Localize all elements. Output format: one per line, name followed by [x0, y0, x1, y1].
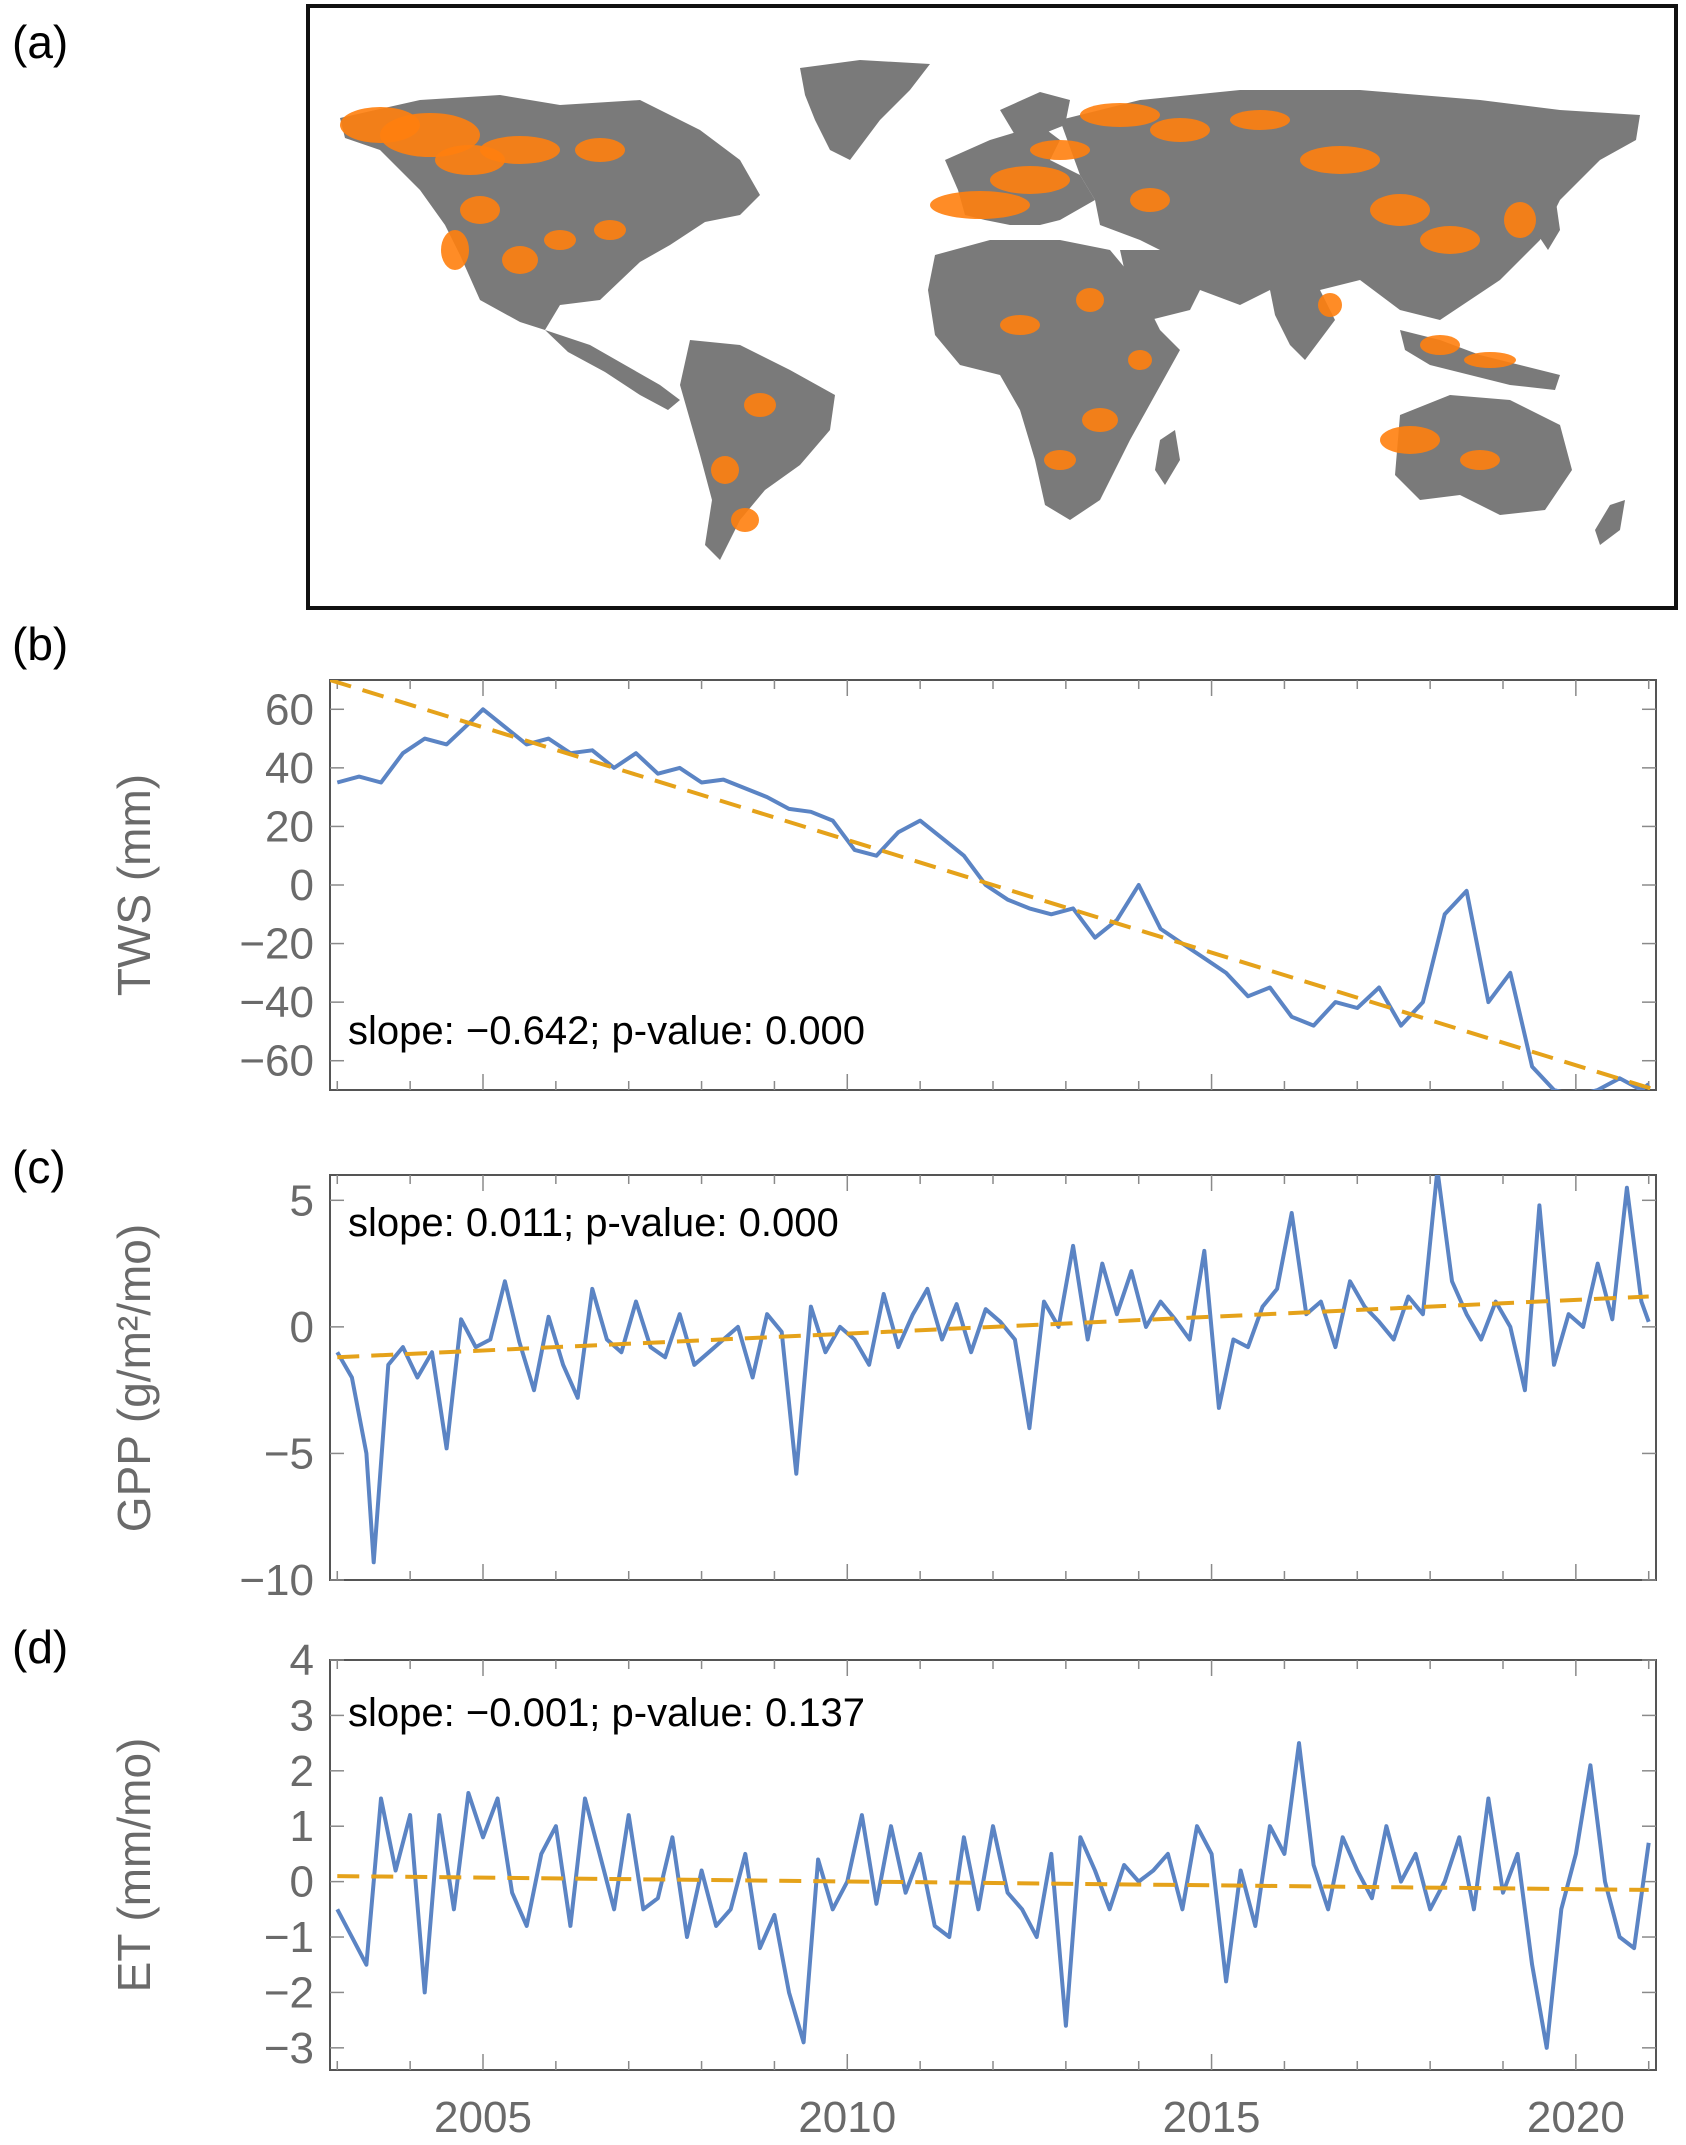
panel-c-plot: −10 −5 0 5 [239, 1175, 1656, 1605]
panel-c-ytick-label: −10 [239, 1556, 314, 1605]
panel-d-ylabel: ET (mm/mo) [108, 1738, 160, 1993]
highlight-region [744, 393, 776, 417]
panel-b-ylabel: TWS (mm) [108, 774, 160, 996]
panel-d-ytick-label: −2 [264, 1968, 314, 2017]
land-south-america [680, 340, 835, 570]
panel-c-series-line [335, 1175, 1651, 1565]
panel-d-ytick-label: 3 [290, 1691, 314, 1740]
panel-d-xtick-label: 2020 [1527, 2093, 1625, 2142]
panel-d-series-line [335, 1741, 1651, 2050]
land-madagascar [1155, 430, 1180, 485]
panel-b-ytick-label: 40 [265, 744, 314, 793]
panel-d-ytick-label: −3 [264, 2024, 314, 2073]
panel-d-plot: −3 −2 −1 0 1 2 3 4 2005 2010 2015 2020 [264, 1636, 1656, 2142]
highlight-region [594, 220, 626, 240]
panel-d-ytick-label: 0 [290, 1858, 314, 1907]
highlight-region [575, 138, 625, 162]
panel-d-ytick-label: 4 [290, 1636, 314, 1685]
highlight-region [990, 166, 1070, 194]
panel-label-c: (c) [12, 1141, 66, 1193]
highlight-region [1130, 188, 1170, 212]
panel-b-annotation: slope: −0.642; p-value: 0.000 [348, 1009, 865, 1053]
land-central-america [545, 330, 680, 410]
panel-d-xtick-label: 2010 [798, 2093, 896, 2142]
highlight-region [1030, 140, 1090, 160]
panel-c-ytick-label: 5 [290, 1176, 314, 1225]
highlight-region [1044, 450, 1076, 470]
highlight-region [731, 508, 759, 532]
land-africa [928, 240, 1180, 520]
highlight-region [1000, 315, 1040, 335]
panel-d-trend-line [337, 1874, 1649, 1892]
highlight-region [1300, 146, 1380, 174]
highlight-region [711, 456, 739, 484]
world-map [306, 4, 1678, 610]
highlight-region [1150, 118, 1210, 142]
highlight-region [1128, 350, 1152, 370]
highlight-region [380, 113, 480, 157]
panel-c-ytick-label: 0 [290, 1303, 314, 1352]
panel-c-trend-line [337, 1294, 1649, 1360]
highlight-region [480, 136, 560, 164]
panel-c-annotation: slope: 0.011; p-value: 0.000 [348, 1201, 839, 1245]
highlight-region [1230, 110, 1290, 130]
highlight-region [460, 196, 500, 224]
highlight-region [1380, 426, 1440, 454]
panel-b-ytick-label: 60 [265, 685, 314, 734]
highlight-region [441, 230, 469, 270]
panel-b-ytick-label: −40 [239, 978, 314, 1027]
panel-b-plot: −60 −40 −20 0 20 40 60 [239, 680, 1656, 1090]
highlight-region [1082, 408, 1118, 432]
panel-d-ytick-label: 2 [290, 1747, 314, 1796]
highlight-region [1464, 352, 1516, 368]
highlight-region [1076, 288, 1104, 312]
land-new-zealand [1595, 500, 1625, 545]
panel-b-trend-line [330, 680, 1656, 1090]
highlight-region [1460, 450, 1500, 470]
panel-b-ytick-label: −20 [239, 920, 314, 969]
panel-d-xtick-label: 2015 [1163, 2093, 1261, 2142]
panel-label-d: (d) [12, 1621, 68, 1673]
panel-c-ylabel: GPP (g/m²/mo) [108, 1224, 160, 1532]
panel-d-ytick-label: −1 [264, 1913, 314, 1962]
panel-b-ytick-label: 20 [265, 802, 314, 851]
highlight-region [1420, 335, 1460, 355]
panel-d-xtick-label: 2005 [434, 2093, 532, 2142]
land-scandinavia [1000, 92, 1070, 135]
panel-d-annotation: slope: −0.001; p-value: 0.137 [348, 1691, 865, 1735]
highlight-region [1080, 103, 1160, 127]
panel-label-b: (b) [12, 618, 68, 670]
panel-d-ytick-label: 1 [290, 1802, 314, 1851]
panel-b-series-line [336, 707, 1650, 1090]
highlight-regions [340, 103, 1536, 532]
land-asia [1060, 90, 1640, 320]
panel-b-ytick-label: 0 [290, 861, 314, 910]
highlight-region [1370, 194, 1430, 226]
highlight-region [544, 230, 576, 250]
panel-label-a: (a) [12, 16, 68, 68]
highlight-region [1504, 202, 1536, 238]
highlight-region [1318, 293, 1342, 317]
highlight-region [1420, 226, 1480, 254]
highlight-region [930, 191, 1030, 219]
land-greenland [800, 60, 930, 160]
land-japan [1538, 195, 1560, 250]
panel-c-ytick-label: −5 [264, 1429, 314, 1478]
panel-b-ytick-label: −60 [239, 1037, 314, 1086]
highlight-region [502, 246, 538, 274]
